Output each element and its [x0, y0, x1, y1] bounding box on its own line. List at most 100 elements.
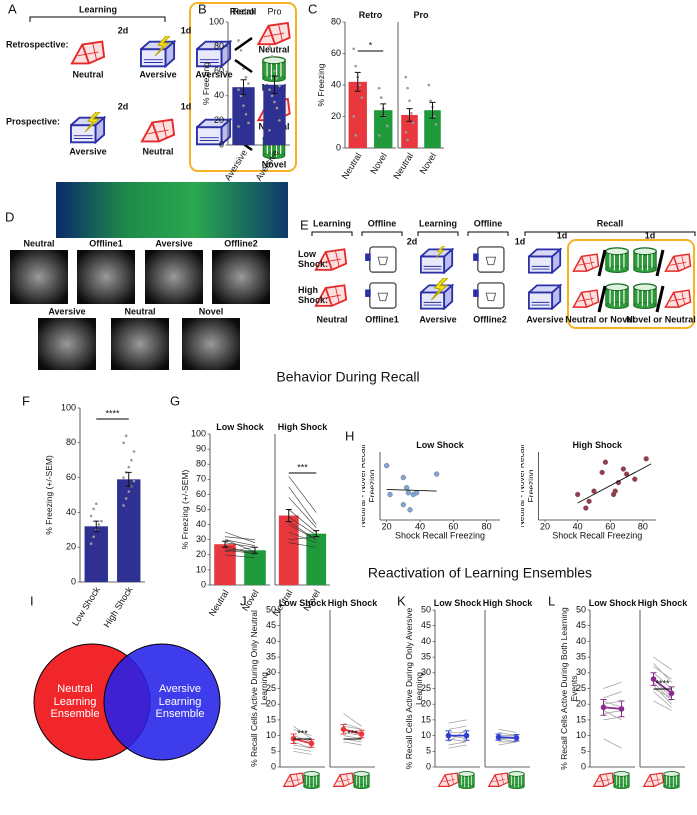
panel-label: H: [345, 428, 354, 443]
mean-point: [650, 676, 657, 682]
y-tick-label: 15: [576, 714, 586, 724]
cell-image: [111, 318, 169, 370]
error-bar: [406, 108, 413, 122]
chart-title-box: Pro: [413, 10, 428, 20]
panel-label: B: [198, 1, 207, 16]
label: Aversive: [526, 314, 563, 324]
data-point: [275, 76, 279, 79]
bar: [244, 550, 266, 585]
significance: *: [369, 40, 373, 50]
data-point: [427, 83, 431, 87]
chart-title-box: High Shock: [638, 598, 688, 608]
data-point: [124, 497, 128, 500]
novel-icon: [605, 247, 629, 274]
y-tick-label: 20: [196, 549, 206, 559]
y-axis-label: % Freezing (+/-SEM): [44, 455, 55, 535]
error-bar: [271, 75, 278, 94]
y-axis-label: % Freezing: [316, 63, 327, 107]
label: Novel or Neutral: [626, 314, 696, 324]
data-point: [239, 94, 243, 98]
arrow: [234, 36, 253, 74]
label: Novel: [262, 159, 287, 169]
mean-point: [495, 734, 502, 740]
y-axis-label-box: Neutral - Novel Recall Freezing: [521, 445, 533, 528]
data-point: [237, 39, 240, 42]
y-tick-label: 80: [331, 16, 341, 26]
y-tick-label: 40: [266, 636, 276, 646]
row-label: High Shock:: [298, 284, 329, 305]
aversive-icon: [420, 284, 454, 310]
label: Neutral: [258, 44, 289, 54]
venn-circle: [103, 643, 221, 761]
data-point: [354, 134, 358, 137]
y-tick-label: 45: [266, 620, 276, 630]
y-tick-label: 60: [331, 48, 341, 58]
error-bar: [125, 471, 132, 487]
mean-point: [600, 704, 607, 711]
y-tick-label: 5: [271, 746, 276, 756]
row-label-box: Low Shock:: [298, 249, 328, 269]
data-point: [377, 134, 381, 137]
label: 1d: [645, 230, 656, 240]
image-label: Novel: [199, 306, 224, 316]
neutral-icon: [333, 772, 354, 787]
chart-title-box: Low Shock: [589, 598, 637, 608]
x-tick-label: Low Shock: [70, 585, 102, 628]
significance: ***: [347, 728, 358, 738]
y-axis-label: % Recall Cells Active During Only Neutra…: [249, 610, 269, 767]
cell-image: [38, 318, 96, 370]
error-bar: [354, 71, 361, 92]
subject-line: [448, 738, 467, 743]
y-axis-label: % Freezing (+/-SEM): [180, 469, 191, 550]
data-point: [591, 488, 597, 494]
error-bar: [93, 520, 100, 533]
label: 2d: [407, 236, 418, 246]
error-bar: [252, 546, 258, 554]
y-axis-label-box: % Freezing: [201, 62, 211, 105]
chart-title-box: High Shock: [572, 440, 622, 450]
data-point: [132, 479, 136, 483]
row-label: Prospective:: [6, 116, 60, 126]
y-tick-label: 5: [426, 746, 431, 756]
mean-line: [652, 678, 673, 694]
data-point: [643, 456, 649, 462]
data-point: [586, 498, 592, 504]
bar: [424, 110, 441, 148]
y-tick-label: 20: [66, 542, 76, 552]
offline-icon: [472, 246, 505, 273]
x-axis-label: Shock Recall Freezing: [552, 530, 642, 540]
subject-line: [343, 725, 362, 730]
y-axis-label: Neutral - Novel Recall Freezing: [362, 444, 374, 528]
novel-icon: [605, 283, 629, 310]
header: Recall: [230, 6, 257, 16]
label: 1d: [515, 236, 526, 246]
header: Offline: [368, 218, 397, 228]
subject-line: [288, 542, 317, 548]
neutral-icon: [438, 772, 459, 787]
x-tick-label: 60: [605, 521, 615, 531]
y-tick-label: 70: [196, 474, 206, 484]
panel-label: E: [300, 217, 309, 232]
y-tick-label: 10: [266, 730, 276, 740]
data-point: [247, 82, 250, 85]
y-axis-label-box: Neutral - Novel Recall Freezing: [362, 444, 374, 528]
subject-line: [603, 710, 622, 714]
subject-line: [653, 688, 672, 699]
subject-line: [288, 536, 317, 540]
subject-line: [603, 691, 622, 699]
y-tick-label: 0: [336, 142, 341, 152]
x-tick-label: Novel: [368, 151, 389, 176]
bar: [117, 479, 141, 582]
subject-line: [653, 700, 672, 711]
data-point: [404, 75, 408, 79]
fit-line: [577, 463, 652, 504]
data-point: [275, 106, 279, 110]
y-tick-label: 25: [421, 683, 431, 693]
data-point: [406, 138, 409, 142]
data-point: [270, 55, 274, 58]
data-point: [360, 96, 364, 99]
data-point: [247, 121, 250, 125]
subject-line: [448, 744, 467, 749]
y-tick-label: 40: [66, 507, 76, 517]
